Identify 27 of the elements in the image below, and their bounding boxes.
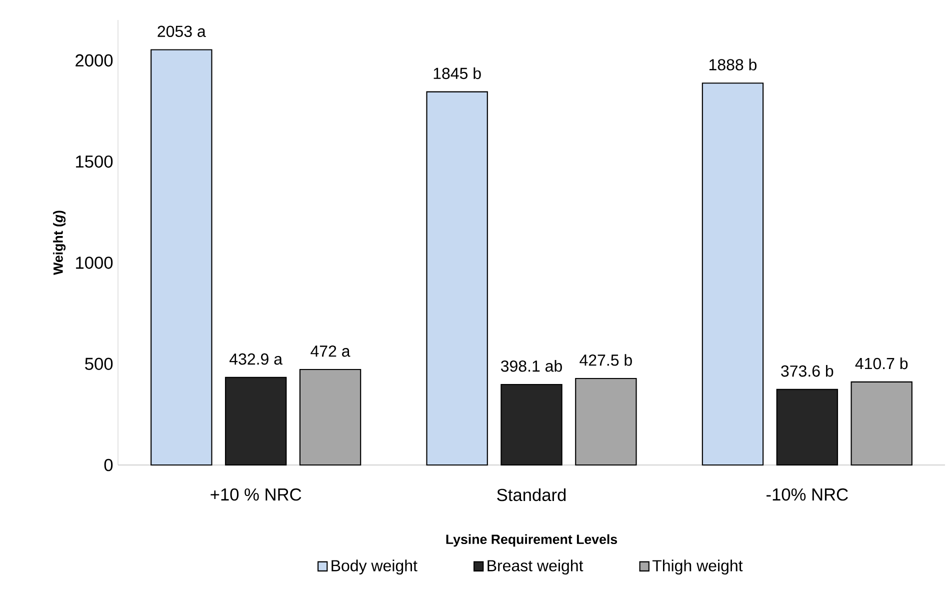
data-label: 2053 a	[158, 26, 206, 38]
data-label: 432.9 a	[230, 353, 282, 365]
data-label: 472 a	[310, 345, 350, 357]
data-label: 398.1 ab	[500, 360, 562, 372]
bar	[426, 91, 488, 466]
data-label: 1845 b	[434, 67, 481, 80]
x-tick-label: +10 % NRC	[210, 488, 302, 501]
y-tick-label: 1000	[76, 256, 113, 269]
bar	[150, 49, 212, 466]
y-tick-label: 0	[104, 458, 113, 472]
y-tick-label: 2000	[76, 54, 113, 67]
x-axis-title: Lysine Requirement Levels	[446, 534, 618, 547]
bar	[500, 384, 562, 466]
bar	[776, 388, 838, 466]
y-tick-label: 500	[85, 358, 113, 370]
data-label: 373.6 b	[781, 364, 834, 377]
legend-label: Breast weight	[488, 560, 584, 575]
y-tick-label: 1500	[76, 155, 113, 168]
x-tick-label: -10% NRC	[766, 488, 848, 501]
legend-label: Thigh weight	[652, 560, 743, 575]
x-tick-label: Standard	[497, 488, 566, 502]
data-label: 410.7 b	[855, 357, 908, 370]
data-label: 1888 b	[709, 58, 757, 70]
bar	[224, 376, 287, 466]
legend-label: Body weight	[332, 560, 418, 575]
bar	[702, 82, 764, 466]
data-label: 427.5 b	[580, 354, 632, 366]
